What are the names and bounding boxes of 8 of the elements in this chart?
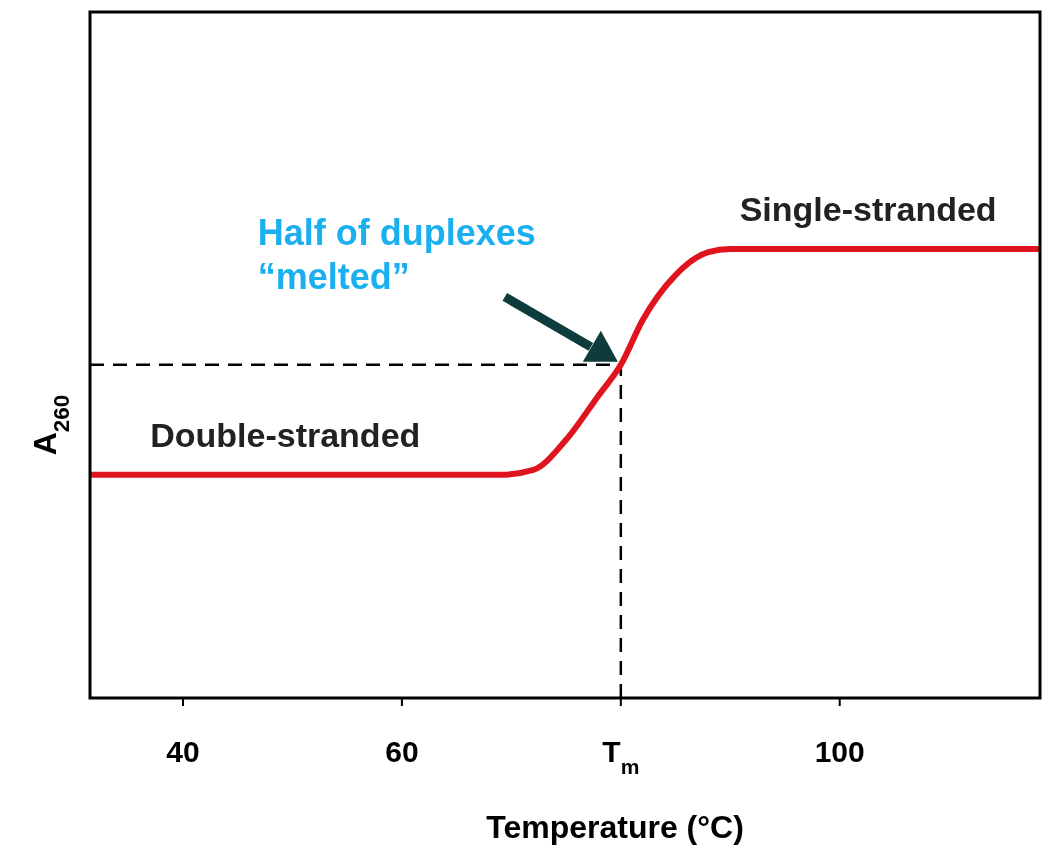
annotation: Half of duplexes “melted”	[257, 211, 536, 297]
annotation: Double-stranded	[150, 415, 421, 454]
x-tick-label: 40	[166, 735, 200, 768]
x-tick-label: 100	[814, 735, 865, 768]
x-tick-label: T$_{m}$	[602, 735, 640, 778]
x-tick-label: 60	[385, 735, 419, 768]
annotation: Single-stranded	[739, 190, 997, 228]
x-axis-title: Temperature (°C)	[486, 809, 744, 845]
